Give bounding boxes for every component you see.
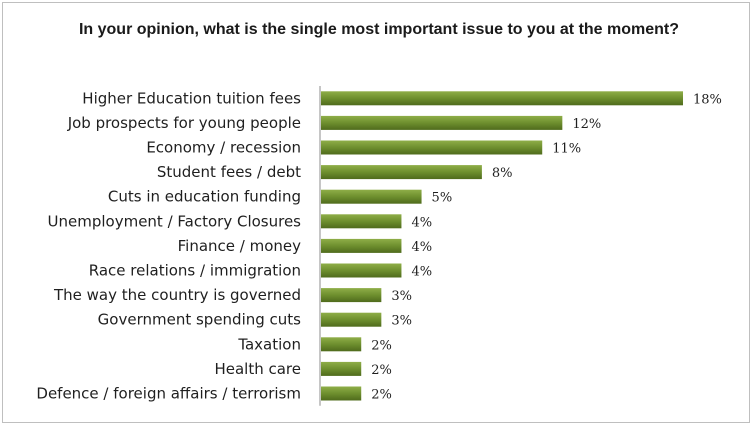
category-label: Student fees / debt (157, 163, 301, 181)
chart-title: In your opinion, what is the single most… (78, 21, 680, 38)
bar (321, 386, 362, 401)
bar (321, 140, 543, 155)
category-label: Economy / recession (146, 139, 301, 157)
data-label: 2% (371, 338, 392, 353)
data-label: 2% (371, 363, 392, 378)
category-label: Race relations / immigration (89, 262, 301, 280)
bar (321, 361, 362, 376)
category-label: Unemployment / Factory Closures (48, 212, 302, 230)
category-label: Higher Education tuition fees (82, 89, 301, 107)
category-label: Taxation (237, 335, 301, 353)
data-label: 3% (391, 289, 412, 304)
data-label: 3% (391, 314, 412, 329)
data-label: 18% (693, 92, 722, 107)
data-label: 5% (432, 191, 453, 206)
data-label: 2% (371, 388, 392, 403)
bar (321, 337, 362, 352)
bar (321, 263, 402, 278)
bar (321, 115, 563, 130)
category-label: Defence / foreign affairs / terrorism (36, 385, 301, 403)
bar (321, 312, 382, 327)
data-label: 4% (411, 265, 432, 280)
data-label: 4% (411, 240, 432, 255)
bar (321, 214, 402, 229)
chart-frame: In your opinion, what is the single most… (2, 2, 750, 423)
data-label: 12% (572, 117, 601, 132)
category-label: Government spending cuts (98, 311, 302, 329)
bars-group: Higher Education tuition fees 18% Job pros… (36, 89, 722, 402)
category-label: Health care (214, 360, 301, 378)
bar (321, 189, 422, 204)
bar (321, 288, 382, 303)
bar (321, 91, 683, 106)
bar (321, 165, 482, 180)
bar (321, 238, 402, 253)
category-label: Cuts in education funding (108, 188, 301, 206)
category-label: Job prospects for young people (67, 114, 301, 132)
category-label: Finance / money (178, 237, 301, 255)
data-label: 8% (492, 166, 513, 181)
data-label: 11% (552, 142, 581, 157)
data-label: 4% (411, 215, 432, 230)
category-label: The way the country is governed (53, 286, 301, 304)
